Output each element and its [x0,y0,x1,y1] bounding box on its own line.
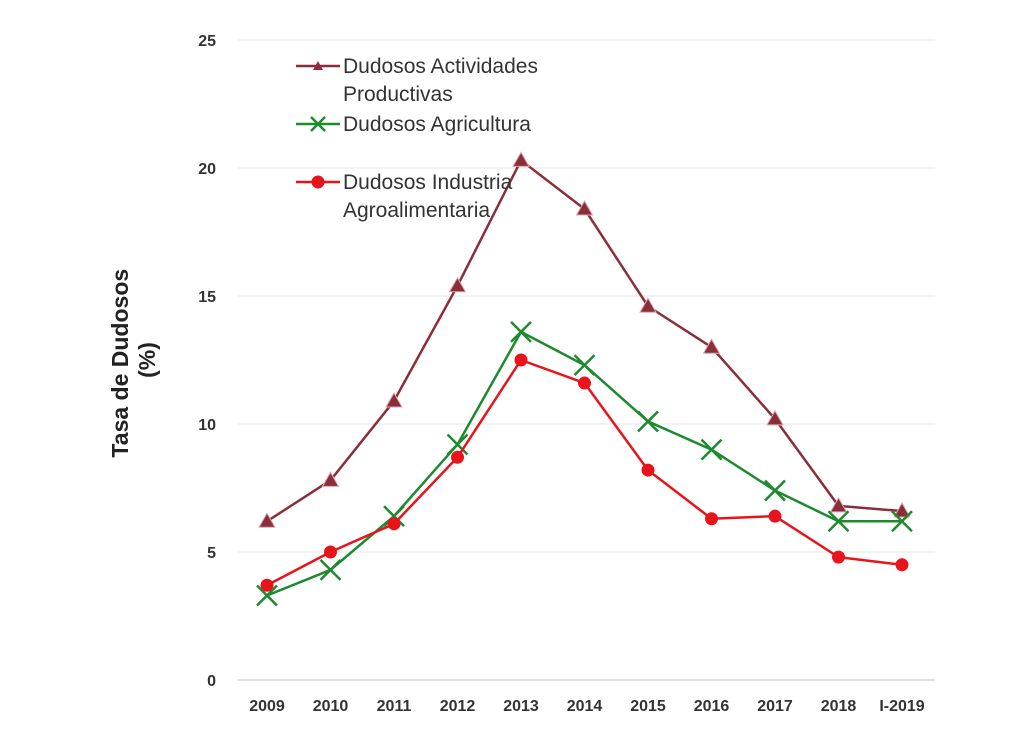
series-group [256,151,913,607]
legend-item-3: Dudosos Industria Agroalimentaria [296,171,513,222]
legend-marker-x [310,116,326,132]
gridlines [238,39,935,681]
series-1 [258,151,911,528]
data-point-triangle [385,391,403,408]
legend: Dudosos Actividades Productivas Dudosos Ag… [296,55,538,222]
data-point-triangle [512,151,530,167]
data-point-circle [832,550,845,564]
legend-marker-triangle [313,61,323,70]
legend-label: Dudosos Actividades Productivas [343,55,538,106]
legend-item-1: Dudosos Actividades Productivas [296,55,538,106]
data-point-circle [705,512,718,526]
data-point-triangle [321,471,340,487]
data-point-x [256,584,278,607]
data-point-x [764,479,786,502]
x-tick-label: 2013 [503,698,539,715]
x-tick-label: 2015 [630,698,666,715]
legend-marker-circle [311,175,325,189]
x-tick-label: 2017 [757,698,793,715]
data-point-circle [260,578,274,592]
data-point-x [891,510,913,533]
x-tick-label: 2014 [567,698,603,715]
y-axis-ticks: 0 5 10 15 20 25 [198,33,216,690]
data-point-circle [578,376,591,390]
legend-label: Dudosos Agricultura [343,113,531,136]
legend-label: Dudosos Industria Agroalimentaria [343,171,513,222]
data-point-x [446,433,469,456]
data-point-circle [768,509,782,523]
x-tick-label: 2016 [694,698,730,715]
data-point-triangle [448,276,467,293]
data-point-x [637,410,659,433]
legend-item-2: Dudosos Agricultura [296,113,531,136]
data-point-triangle [766,409,784,426]
x-tick-label: 2010 [313,698,349,715]
data-point-x [827,510,850,533]
data-point-triangle [829,496,848,513]
x-axis-ticks: 2009 2010 2011 2012 2013 2014 2015 2016 2017 2018… [249,698,925,715]
y-tick-label: 5 [207,545,216,562]
data-point-triangle [575,199,594,216]
data-point-circle [514,353,528,367]
x-tick-label: 2011 [377,698,412,715]
data-point-x [700,438,723,461]
series-2 [256,320,913,607]
data-point-x [573,354,596,377]
x-tick-label: 2009 [249,698,285,715]
data-point-circle [324,545,337,559]
data-point-triangle [258,512,276,528]
data-point-x [510,320,532,343]
data-point-circle [387,517,401,531]
data-point-x [319,559,342,581]
data-point-circle [451,450,464,464]
x-tick-label: 2012 [440,698,476,715]
y-tick-label: 10 [198,417,216,434]
x-tick-label: 2018 [821,698,857,715]
data-point-triangle [639,297,657,313]
x-tick-label: I-2019 [879,698,924,715]
y-axis-label-line-1: Tasa de Dudosos [107,269,133,458]
data-point-x [383,505,405,528]
y-tick-label: 25 [198,33,216,50]
y-tick-label: 15 [198,289,216,306]
y-tick-label: 20 [198,161,216,178]
data-point-triangle [702,338,721,354]
series-3 [260,353,909,592]
data-point-triangle [893,502,911,518]
y-tick-label: 0 [207,673,216,690]
data-point-circle [895,558,909,572]
y-axis-label-line-2: (%) [134,342,160,378]
data-point-circle [641,463,655,477]
y-axis-label: Tasa de Dudosos (%) [107,262,160,457]
